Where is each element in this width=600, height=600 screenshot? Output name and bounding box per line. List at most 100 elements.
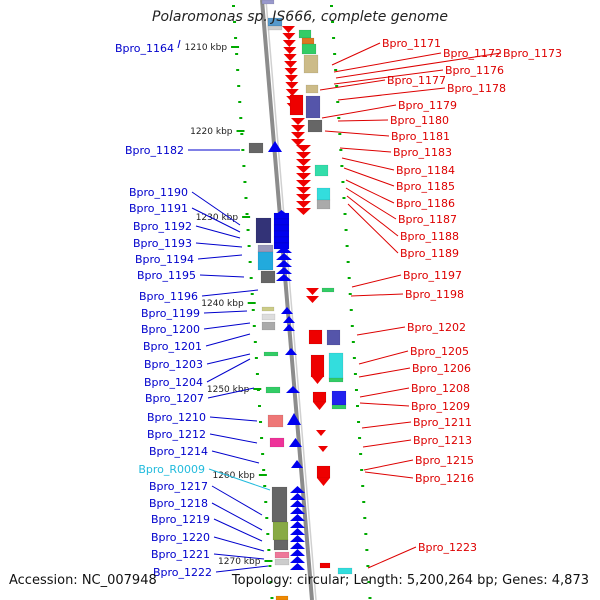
- gene-arrow-down: [296, 159, 311, 166]
- leader-line: [345, 187, 397, 220]
- gene-arrow-block: [273, 242, 290, 250]
- leader-line: [203, 310, 248, 314]
- gene-arrow-up: [286, 386, 300, 393]
- gene-label-bpro_1183: Bpro_1183: [393, 146, 452, 159]
- gene-box: [328, 377, 344, 383]
- gene-label-bpro_1178: Bpro_1178: [447, 82, 506, 95]
- gene-box: [261, 321, 276, 331]
- gene-arrow-up: [290, 542, 305, 549]
- gene-label-bpro_1209: Bpro_1209: [411, 400, 470, 413]
- gene-box: [261, 306, 275, 312]
- leader-line: [199, 274, 245, 278]
- gene-arrow-up: [287, 413, 301, 425]
- gene-arrow-up: [283, 316, 295, 323]
- gene-label-bpro_1200: Bpro_1200: [141, 323, 200, 336]
- gene-arrow-down: [284, 68, 298, 75]
- gene-label-bpro_1212: Bpro_1212: [147, 428, 206, 441]
- gene-box: [275, 595, 289, 600]
- gene-arrow-up: [276, 260, 292, 267]
- gene-label-bpro_1217: Bpro_1217: [149, 480, 208, 493]
- leader-line: [335, 52, 502, 79]
- gene-label-bpro_1211: Bpro_1211: [413, 416, 472, 429]
- gene-arrow-down: [283, 54, 297, 61]
- kbp-label: 1220 kbp: [190, 127, 233, 137]
- gene-arrow-block: [273, 218, 290, 226]
- gene-box: [310, 354, 325, 378]
- gene-arrow-up: [283, 324, 295, 331]
- gene-box: [301, 43, 317, 55]
- gene-label-bpro_1172: Bpro_1172: [443, 47, 502, 60]
- gene-box: [326, 329, 341, 346]
- gene-label-bpro_1222: Bpro_1222: [153, 566, 212, 579]
- gene-label-bpro_1196: Bpro_1196: [139, 290, 198, 303]
- gene-label-bpro_1187: Bpro_1187: [398, 213, 457, 226]
- gene-arrow-up: [276, 274, 292, 281]
- leader-line: [215, 565, 269, 573]
- gene-box: [274, 558, 290, 566]
- gene-arrow-block: [273, 230, 290, 238]
- gene-label-bpro_1176: Bpro_1176: [445, 64, 504, 77]
- gene-arrow-up: [289, 438, 302, 447]
- gene-arrow-down: [282, 40, 296, 47]
- gene-label-bpro_1206: Bpro_1206: [412, 362, 471, 375]
- gene-box: [331, 390, 347, 406]
- gene-arrow-down: [296, 187, 311, 194]
- gene-label-bpro_1207: Bpro_1207: [145, 392, 204, 405]
- gene-box: [272, 521, 289, 541]
- gene-label-bpro_1189: Bpro_1189: [400, 247, 459, 260]
- gene-arrow-up: [281, 307, 293, 314]
- gene-arrow-up: [290, 528, 305, 535]
- leader-line: [206, 353, 251, 365]
- gene-arrow-down: [296, 208, 311, 215]
- gene-box: [265, 386, 281, 394]
- gene-box: [267, 25, 283, 31]
- leader-line: [367, 546, 417, 569]
- leader-line: [358, 367, 411, 378]
- gene-label-bpro_1213: Bpro_1213: [413, 434, 472, 447]
- leader-line: [331, 42, 381, 66]
- gene-label-bpro_1191: Bpro_1191: [129, 202, 188, 215]
- leader-line: [346, 195, 399, 237]
- gene-box: [289, 94, 304, 116]
- gene-label-bpro_1186: Bpro_1186: [396, 197, 455, 210]
- gene-arrow-up: [285, 348, 297, 355]
- genome-backbone-highlight: [265, 0, 317, 600]
- leader-line: [359, 402, 410, 407]
- gene-arrow-down: [317, 478, 330, 486]
- leader-line: [211, 502, 263, 531]
- gene-box: [316, 199, 331, 210]
- kbp-label: 1270 kbp: [218, 557, 261, 567]
- gene-label-bpro_1221: Bpro_1221: [151, 548, 210, 561]
- leader-line: [350, 293, 404, 297]
- gene-arrow-down: [291, 139, 305, 146]
- kbp-label: 1250 kbp: [207, 385, 250, 395]
- genome-title: Polaromonas sp. JS666, complete genome: [152, 9, 448, 25]
- gene-arrow-up: [276, 253, 292, 260]
- gene-label-bpro_1182: Bpro_1182: [125, 144, 184, 157]
- leader-line: [197, 254, 243, 260]
- gene-label-bpro_1216: Bpro_1216: [415, 472, 474, 485]
- gene-box: [301, 37, 315, 45]
- gene-arrow-up: [276, 246, 292, 253]
- topology-label: Topology: circular; Length: 5,200,264 bp…: [231, 573, 589, 588]
- kbp-label: 1260 kbp: [212, 471, 255, 481]
- gene-box: [328, 352, 344, 380]
- gene-arrow-up: [274, 210, 289, 216]
- gene-label-bpro_1204: Bpro_1204: [144, 376, 203, 389]
- gene-label-bpro_1219: Bpro_1219: [151, 513, 210, 526]
- leader-line: [347, 203, 399, 254]
- gene-arrow-down: [311, 376, 324, 384]
- gene-label-bpro_1215: Bpro_1215: [415, 454, 474, 467]
- gene-label-bpro_1192: Bpro_1192: [133, 220, 192, 233]
- gene-label-bpro_1194: Bpro_1194: [135, 253, 194, 266]
- gene-label-bpro_1197: Bpro_1197: [403, 269, 462, 282]
- gene-label-bpro_1203: Bpro_1203: [144, 358, 203, 371]
- leader-line: [211, 450, 260, 464]
- leader-line: [177, 39, 181, 49]
- gene-box: [257, 251, 274, 271]
- leader-line: [213, 518, 263, 542]
- gene-arrow-down: [296, 166, 311, 173]
- gene-label-bpro_1188: Bpro_1188: [400, 230, 459, 243]
- leader-line: [333, 69, 444, 85]
